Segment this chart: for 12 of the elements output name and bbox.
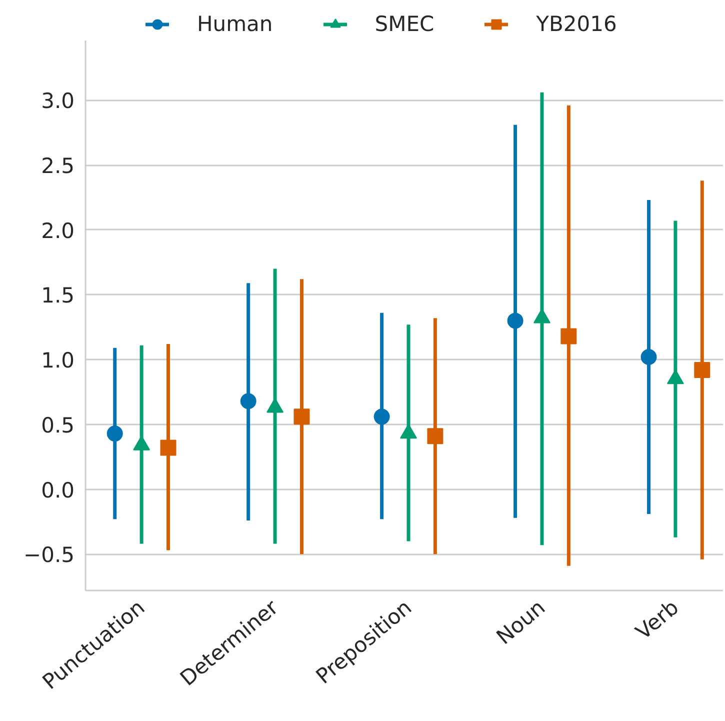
y-tick-label: 0.0 [41, 478, 75, 502]
y-tick-label: 3.0 [41, 89, 75, 114]
y-tick-label: 0.5 [41, 413, 75, 438]
y-tick-label: −0.5 [24, 543, 75, 568]
y-tick-label: 1.0 [41, 348, 75, 373]
y-tick-label: 1.5 [41, 284, 75, 308]
legend-label: YB2016 [536, 12, 617, 36]
y-tick-label: 2.0 [41, 218, 75, 243]
legend-label: SMEC [374, 12, 434, 36]
legend-label: Human [197, 12, 273, 36]
y-tick-label: 2.5 [41, 154, 75, 178]
x-tick-label: Verb [631, 595, 684, 644]
